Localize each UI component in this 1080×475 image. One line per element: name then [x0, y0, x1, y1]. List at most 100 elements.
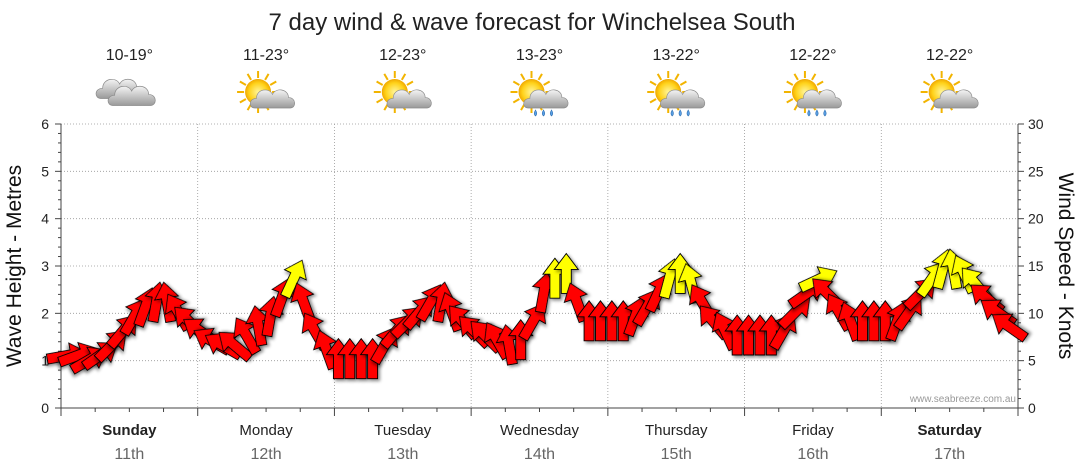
day-name: Friday: [792, 422, 834, 439]
cloud-icon: [249, 89, 295, 109]
right-tick-label: 20: [1028, 211, 1044, 227]
sun-ray: [679, 80, 687, 86]
day-labels: Sunday 11th Monday 12th Tuesday 13th Wednesday…: [102, 422, 982, 463]
cloud-shape: [386, 89, 432, 109]
wind-arrow: [518, 303, 547, 342]
sun-ray: [922, 98, 931, 104]
day-name: Wednesday: [500, 422, 579, 439]
sun-ray: [400, 73, 407, 81]
day-temperature: 12-22°: [789, 47, 836, 64]
right-tick-label: 30: [1028, 116, 1044, 132]
rain-drop: [670, 109, 674, 117]
cloud-shape: [107, 85, 156, 106]
sun-ray: [246, 73, 252, 81]
left-axis-title: Wave Height - Metres: [3, 165, 26, 367]
partly-cloudy-icon: [373, 71, 432, 113]
cloudy-icon: [95, 78, 156, 106]
cloud-icon: [933, 89, 979, 109]
sun-ray: [520, 73, 526, 81]
day-name: Sunday: [102, 422, 157, 439]
rain-drop: [823, 109, 827, 117]
day-temperature: 12-22°: [926, 47, 973, 64]
cloud-icon: [386, 89, 432, 109]
sun-ray: [947, 73, 954, 81]
partly-cloudy-icon: [920, 71, 979, 113]
sun-ray: [406, 80, 414, 86]
rain-drop: [541, 109, 546, 117]
left-tick-label: 5: [41, 163, 49, 179]
sun-ray: [816, 80, 824, 86]
sun-ray: [512, 98, 520, 104]
sun-ray: [376, 80, 384, 86]
partly-cloudy-icon: [237, 71, 295, 113]
day-temperature: 12-23°: [379, 47, 426, 64]
watermark: www.seabreeze.com.au: [909, 394, 1016, 405]
sun-ray: [649, 80, 657, 86]
day-temperature: 10-19°: [106, 47, 153, 64]
wind-arrow-shape: [518, 303, 547, 342]
day-date: 13th: [387, 446, 418, 463]
day-name: Thursday: [645, 422, 708, 439]
right-tick-label: 15: [1028, 258, 1044, 274]
sun-ray: [649, 98, 657, 104]
left-tick-label: 1: [41, 353, 49, 369]
sun-ray: [811, 73, 817, 81]
sun-ray: [269, 80, 277, 86]
sun-ray: [383, 73, 389, 81]
day-name: Saturday: [918, 422, 983, 439]
cloud-icon: [660, 89, 706, 109]
wind-arrow-shape: [280, 259, 307, 300]
sun-ray: [543, 80, 551, 86]
day-name: Tuesday: [374, 422, 431, 439]
wind-arrow: [553, 252, 580, 294]
rain-drop: [533, 109, 538, 117]
day-temperature: 11-23°: [243, 47, 289, 64]
right-tick-label: 0: [1028, 400, 1036, 416]
sun-ray: [239, 98, 247, 104]
day-temperature: 13-23°: [516, 47, 563, 64]
day-date: 15th: [661, 446, 692, 463]
left-tick-label: 4: [41, 211, 49, 227]
axes: 0 1 2 3 4 5 6 0 5 10 15 20 25 30: [41, 116, 1044, 416]
left-tick-label: 6: [41, 116, 49, 132]
sun-ray: [922, 80, 931, 86]
day-date: 11th: [114, 446, 144, 463]
day-date: 14th: [524, 446, 555, 463]
sun-ray: [786, 80, 794, 86]
showers-icon: [783, 71, 842, 117]
wind-arrow: [991, 313, 1029, 343]
left-tick-label: 2: [41, 305, 49, 321]
day-name: Monday: [239, 422, 293, 439]
sun-ray: [376, 98, 384, 104]
sun-ray: [793, 73, 799, 81]
rain-drop: [807, 109, 811, 117]
cloud-shape: [249, 89, 295, 109]
day-temperature: 13-22°: [653, 47, 700, 64]
left-tick-label: 3: [41, 258, 49, 274]
right-tick-label: 5: [1028, 353, 1036, 369]
day-date: 16th: [797, 446, 828, 463]
wind-arrow-shape: [991, 313, 1029, 343]
day-date: 12th: [251, 446, 282, 463]
sun-ray: [674, 73, 680, 81]
sun-ray: [239, 80, 247, 86]
cloud-shape: [796, 89, 842, 109]
cloud-shape: [660, 89, 706, 109]
day-date: 17th: [934, 446, 965, 463]
cloud-front: [107, 85, 156, 106]
chart-title: 7 day wind & wave forecast for Winchelse…: [269, 9, 796, 36]
cloud-shape: [933, 89, 979, 109]
sun-ray: [656, 73, 663, 81]
cloud-icon: [523, 89, 569, 109]
sun-ray: [786, 98, 794, 104]
wind-arrow-shape: [553, 252, 580, 294]
rain-drop: [686, 109, 690, 117]
sun-ray: [264, 73, 270, 81]
right-tick-label: 25: [1028, 163, 1044, 179]
right-axis-title: Wind Speed - Knots: [1054, 173, 1077, 360]
grid: [61, 123, 1018, 408]
cloud-shape: [523, 89, 569, 109]
wind-arrows: [45, 248, 1029, 380]
wind-arrow: [280, 259, 307, 300]
rain-drop: [678, 109, 682, 117]
